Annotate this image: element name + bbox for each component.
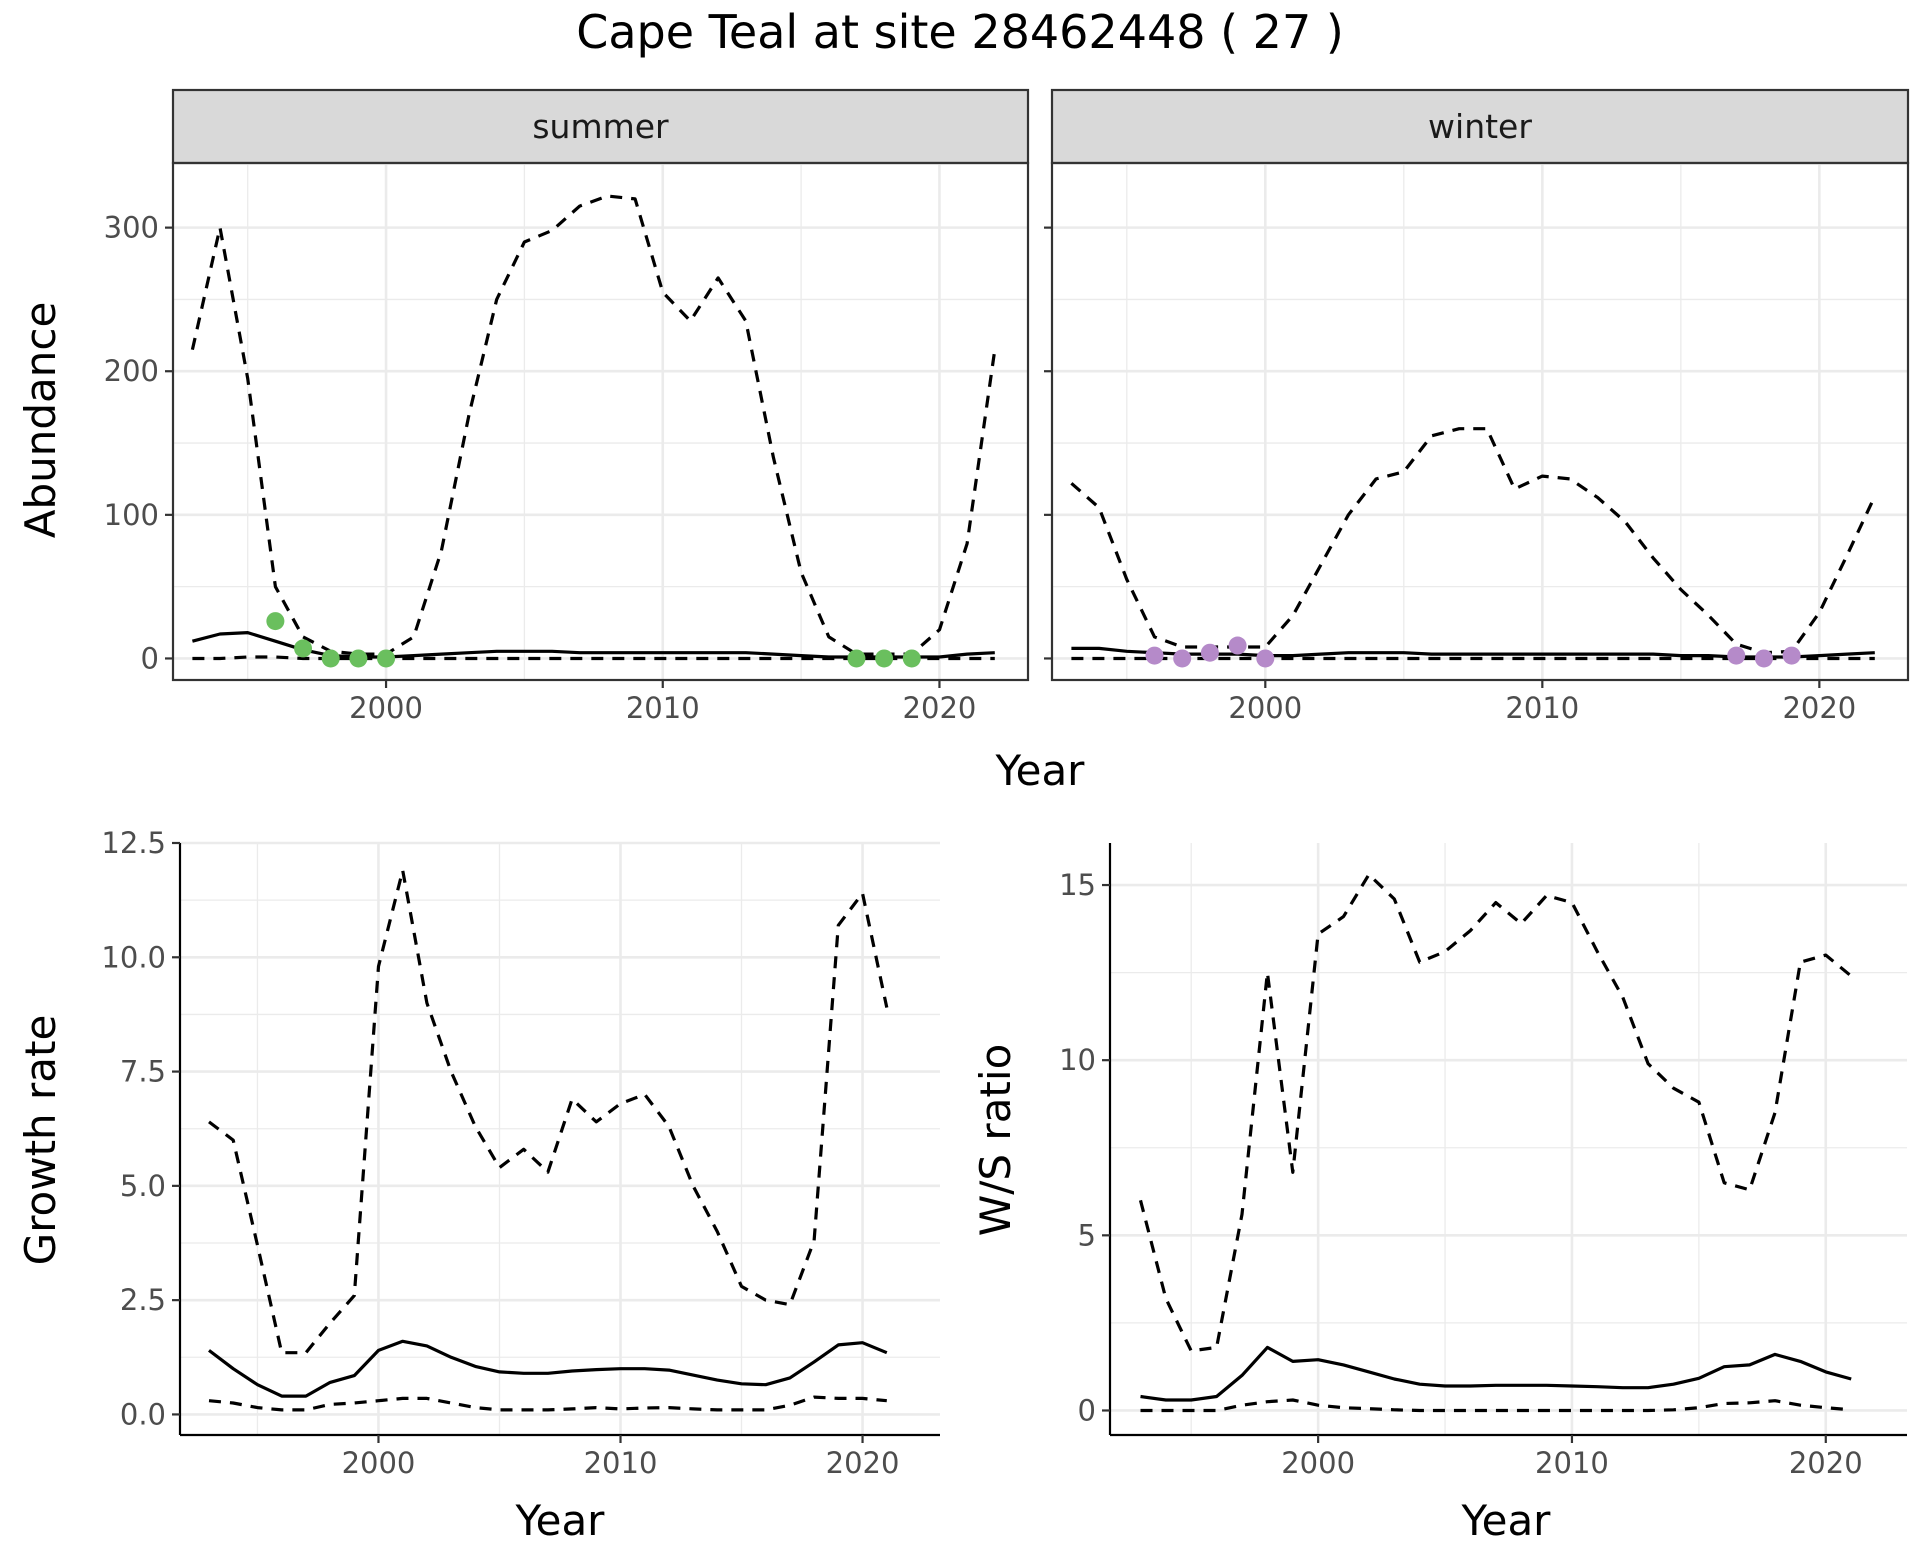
abundance-summer-observed-point — [266, 612, 285, 631]
growth-y-axis-title: Growth rate — [16, 1015, 65, 1266]
growth-y-tick-label: 7.5 — [120, 1055, 166, 1089]
facet-strip-summer — [171, 88, 1030, 165]
ratio-x-axis-title: Year — [1461, 1496, 1552, 1545]
growth-upper-bound-line — [208, 868, 889, 1355]
abundance-winter-x-tick-label: 2020 — [1782, 691, 1856, 725]
abundance-summer-y-tick-label: 300 — [104, 211, 159, 245]
abundance-winter-x-tick-label: 2000 — [1228, 691, 1302, 725]
growth-x-tick-label: 2020 — [826, 1446, 900, 1480]
abundance-winter-observed-point — [1228, 636, 1247, 655]
abundance-summer-observed-point — [847, 649, 866, 668]
abundance-winter-x-tick-label: 2010 — [1505, 691, 1579, 725]
ratio-x-tick-label: 2020 — [1789, 1446, 1863, 1480]
facet-winter: winter 2000 2010 2020 — [1044, 88, 1910, 725]
ratio-y-tick-label: 15 — [1059, 868, 1096, 902]
abundance-winter-upper-bound-line — [1070, 427, 1877, 655]
facet-summer: summer 2000 2010 2020 0 100 200 300 — [104, 88, 1030, 725]
growth-y-tick-label: 12.5 — [101, 826, 166, 860]
ratio-y-tick-label: 0 — [1078, 1393, 1096, 1427]
ratio-y-tick-label: 5 — [1078, 1218, 1096, 1252]
facet-strip-label-summer: summer — [532, 107, 669, 146]
ratio-y-tick-label: 10 — [1059, 1043, 1096, 1077]
growth-rate-chart: 2000 2010 2020 0.0 2.5 5.0 7.5 10.0 12.5 — [101, 826, 940, 1480]
abundance-summer-panel-border — [171, 161, 1030, 682]
ratio-x-tick-label: 2000 — [1281, 1446, 1355, 1480]
abundance-x-axis-title: Year — [995, 746, 1086, 795]
ratio-upper-bound-line — [1138, 872, 1853, 1353]
abundance-winter-observed-point — [1256, 649, 1275, 668]
facet-strip-label-winter: winter — [1428, 107, 1532, 146]
abundance-winter-panel-border — [1050, 161, 1910, 682]
growth-x-tick-label: 2010 — [584, 1446, 658, 1480]
abundance-winter-observed-point — [1754, 649, 1773, 668]
abundance-summer-y-tick-label: 200 — [104, 354, 159, 388]
ratio-estimate-line — [1140, 1345, 1852, 1402]
abundance-summer-x-tick-label: 2000 — [349, 691, 423, 725]
abundance-summer-x-tick-label: 2010 — [626, 691, 700, 725]
abundance-y-axis-title: Abundance — [16, 302, 65, 539]
abundance-summer-observed-point — [377, 649, 396, 668]
growth-y-tick-label: 5.0 — [120, 1169, 166, 1203]
abundance-winter-observed-point — [1173, 649, 1192, 668]
growth-y-tick-label: 10.0 — [101, 940, 166, 974]
abundance-summer-observed-point — [321, 649, 340, 668]
abundance-summer-y-tick-label: 0 — [141, 641, 159, 675]
growth-y-tick-label: 2.5 — [120, 1283, 166, 1317]
abundance-summer-x-tick-label: 2020 — [903, 691, 977, 725]
growth-lower-bound-line — [208, 1395, 887, 1412]
abundance-summer-y-tick-label: 100 — [104, 498, 159, 532]
growth-x-tick-label: 2000 — [342, 1446, 416, 1480]
abundance-winter-observed-point — [1727, 646, 1746, 665]
abundance-winter-observed-point — [1782, 646, 1801, 665]
growth-x-axis-title: Year — [515, 1496, 606, 1545]
abundance-winter-observed-point — [1200, 643, 1219, 662]
growth-y-tick-label: 0.0 — [120, 1397, 166, 1431]
abundance-summer-observed-point — [349, 649, 368, 668]
figure-title: Cape Teal at site 28462448 ( 27 ) — [576, 5, 1344, 59]
abundance-winter-observed-point — [1145, 646, 1164, 665]
ratio-x-tick-label: 2010 — [1535, 1446, 1609, 1480]
abundance-summer-observed-point — [294, 639, 313, 658]
abundance-summer-observed-point — [902, 649, 921, 668]
ratio-y-axis-title: W/S ratio — [971, 1044, 1020, 1237]
ratio-lower-bound-line — [1140, 1398, 1852, 1413]
ws-ratio-chart: 2000 2010 2020 0 5 10 15 — [1059, 843, 1907, 1480]
abundance-summer-observed-point — [875, 649, 894, 668]
growth-estimate-line — [208, 1339, 888, 1398]
abundance-summer-upper-bound-line — [190, 194, 997, 656]
abundance-chart: summer 2000 2010 2020 0 100 200 300 winter 2000 20… — [104, 88, 1910, 725]
